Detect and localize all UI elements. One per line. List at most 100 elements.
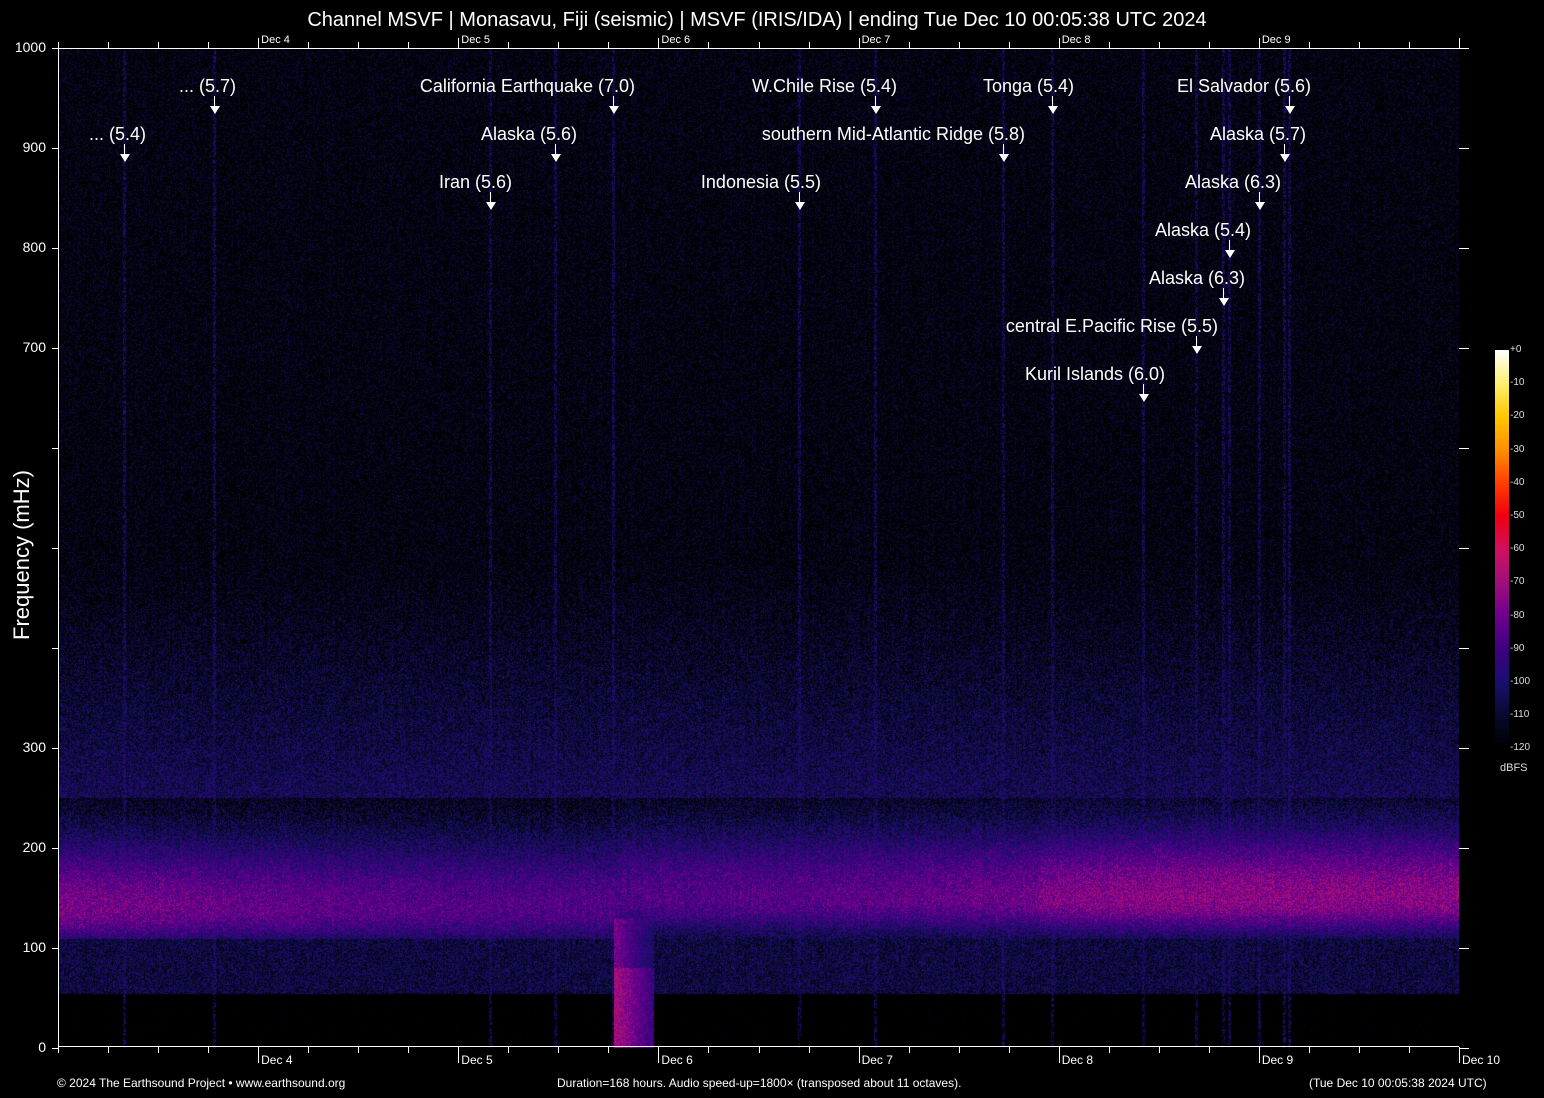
- arrow-down-icon: [1284, 106, 1295, 114]
- x-top-tick-mark: [758, 42, 760, 48]
- annotation-label: El Salvador (5.6): [1176, 76, 1311, 96]
- annotation-arrow: [1284, 144, 1285, 156]
- x-tick-mark: [758, 1047, 760, 1053]
- colorbar-tick-label: -100: [1510, 676, 1531, 687]
- y-tick-mark-right: [1459, 347, 1469, 349]
- annotation-label: Kuril Islands (6.0): [1024, 364, 1165, 384]
- annotation-arrow: [124, 144, 125, 156]
- y-axis-label: Frequency (mHz): [9, 470, 34, 640]
- colorbar-tick-label: -70: [1510, 576, 1525, 588]
- x-top-tick-label: Dec 4: [261, 34, 290, 46]
- y-tick-mark-right: [1459, 747, 1469, 749]
- x-tick-mark: [858, 1047, 860, 1063]
- annotation-label: Alaska (5.4): [1154, 220, 1251, 240]
- y-tick-label: 200: [22, 839, 46, 855]
- annotation-arrow: [1003, 144, 1004, 156]
- x-tick-mark: [1108, 1047, 1110, 1053]
- x-tick-mark: [608, 1047, 610, 1053]
- arrow-down-icon: [794, 202, 805, 210]
- x-tick-label: Dec 9: [1261, 1053, 1294, 1067]
- x-tick-mark: [658, 1047, 660, 1063]
- x-top-tick-mark: [308, 42, 310, 48]
- x-tick-mark: [808, 1047, 810, 1053]
- x-top-tick-mark: [1358, 42, 1360, 48]
- annotation-label: Alaska (5.6): [480, 124, 577, 144]
- arrow-down-icon: [209, 106, 220, 114]
- x-tick-mark: [208, 1047, 210, 1053]
- x-tick-mark: [108, 1047, 110, 1053]
- arrow-down-icon: [550, 154, 561, 162]
- arrow-down-icon: [1254, 202, 1265, 210]
- x-top-tick-mark: [1208, 42, 1210, 48]
- annotation-arrow: [1196, 336, 1197, 348]
- x-top-tick-mark: [108, 42, 110, 48]
- x-top-tick-label: Dec 6: [661, 34, 691, 46]
- annotation-label: Iran (5.6): [438, 172, 512, 192]
- colorbar-tick-label: -90: [1510, 642, 1525, 654]
- x-top-tick-mark: [808, 42, 810, 48]
- colorbar-tick-label: -50: [1510, 510, 1525, 521]
- x-top-tick-mark: [1408, 42, 1410, 48]
- x-top-tick-mark: [358, 42, 360, 48]
- colorbar-tick-label: -20: [1510, 410, 1525, 422]
- y-tick-mark-right: [1459, 1047, 1469, 1049]
- x-tick-mark: [1008, 1047, 1010, 1053]
- x-tick-label: Dec 7: [861, 1053, 893, 1067]
- x-tick-label: Dec 5: [461, 1053, 493, 1067]
- arrow-down-icon: [1218, 298, 1229, 306]
- annotation-label: central E.Pacific Rise (5.5): [1005, 316, 1218, 336]
- arrow-down-icon: [1138, 394, 1149, 402]
- annotation-arrow: [214, 96, 215, 108]
- x-tick-mark: [908, 1047, 910, 1053]
- x-tick-mark: [308, 1047, 310, 1053]
- annotation-label: California Earthquake (7.0): [419, 76, 635, 96]
- x-top-tick-mark: [558, 42, 560, 48]
- arrow-down-icon: [608, 106, 619, 114]
- x-tick-mark: [1058, 1047, 1060, 1063]
- x-top-tick-mark: [58, 42, 59, 48]
- colorbar-tick-label: +0: [1510, 344, 1522, 355]
- x-top-tick-mark: [1108, 42, 1110, 48]
- x-top-tick-mark: [608, 42, 610, 48]
- plot-frame: [58, 48, 1459, 1047]
- y-tick-mark-right: [1459, 847, 1469, 849]
- x-top-tick-label: Dec 7: [861, 34, 891, 46]
- x-top-tick-mark: [658, 38, 660, 48]
- y-tick-mark: [52, 947, 58, 949]
- x-tick-mark: [1258, 1047, 1260, 1063]
- y-tick-mark: [52, 747, 58, 749]
- x-top-tick-mark: [1308, 42, 1310, 48]
- x-tick-mark: [358, 1047, 360, 1053]
- colorbar-tick-label: -80: [1510, 609, 1525, 621]
- y-tick-mark: [52, 1047, 58, 1049]
- x-tick-mark: [1408, 1047, 1410, 1053]
- x-top-tick-label: Dec 5: [461, 34, 491, 46]
- y-tick-mark-right: [1459, 947, 1469, 949]
- x-tick-mark: [958, 1047, 960, 1053]
- colorbar-tick-label: -30: [1510, 443, 1525, 455]
- annotation-label: ... (5.4): [88, 124, 146, 144]
- annotation-label: ... (5.7): [178, 76, 236, 96]
- annotation-arrow: [799, 192, 800, 204]
- colorbar-tick-label: -10: [1510, 377, 1525, 389]
- annotation-arrow: [1289, 96, 1290, 108]
- y-tick-label: 900: [22, 139, 46, 155]
- x-top-tick-mark: [1058, 38, 1060, 48]
- duration-info: Duration=168 hours. Audio speed-up=1800×…: [557, 1076, 962, 1090]
- x-tick-label: Dec 6: [661, 1053, 693, 1067]
- y-tick-mark-right: [1459, 147, 1469, 149]
- y-tick-label: 100: [22, 939, 46, 955]
- y-tick-mark-right: [1459, 247, 1469, 249]
- y-tick-mark-right: [1459, 547, 1469, 549]
- arrow-down-icon: [870, 106, 881, 114]
- annotation-arrow: [490, 192, 491, 204]
- x-top-tick-mark: [908, 42, 910, 48]
- x-tick-mark: [58, 1047, 59, 1053]
- arrow-down-icon: [1047, 106, 1058, 114]
- spectrogram-heatmap: [58, 48, 1459, 1048]
- annotation-arrow: [1259, 192, 1260, 204]
- x-tick-mark: [1308, 1047, 1310, 1053]
- x-tick-label: Dec 8: [1061, 1053, 1094, 1067]
- x-top-tick-mark: [958, 42, 960, 48]
- x-tick-mark: [508, 1047, 510, 1053]
